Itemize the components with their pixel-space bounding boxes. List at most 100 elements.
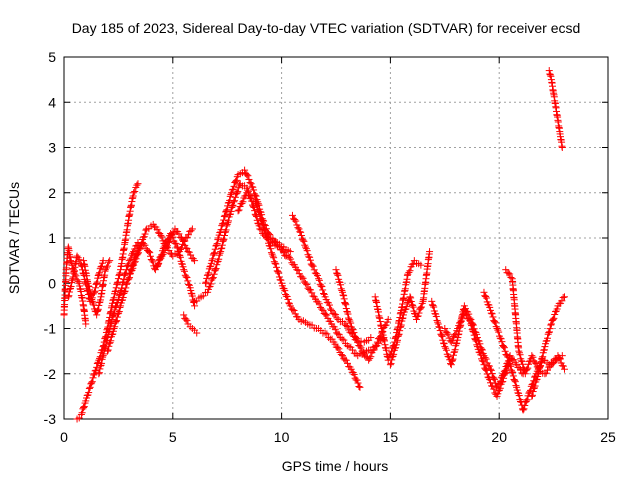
data-point: [231, 193, 239, 201]
data-point: [119, 294, 127, 302]
data-point: [272, 238, 280, 246]
data-point: [434, 318, 442, 326]
data-point: [220, 212, 228, 220]
data-point: [550, 314, 558, 322]
data-point: [448, 336, 456, 344]
data-point: [87, 290, 95, 298]
data-point: [560, 293, 568, 301]
data-point: [471, 336, 479, 344]
data-point: [511, 378, 519, 386]
data-point: [96, 296, 104, 304]
data-point: [223, 206, 231, 214]
data-point: [220, 216, 228, 224]
data-point: [545, 67, 553, 75]
data-point: [306, 256, 314, 264]
data-point: [204, 288, 212, 296]
data-point: [397, 323, 405, 331]
data-point: [80, 403, 88, 411]
data-point: [439, 339, 447, 347]
data-point: [327, 305, 335, 313]
data-point: [253, 201, 261, 209]
data-point: [486, 379, 494, 387]
data-point: [224, 219, 232, 227]
data-point: [426, 248, 434, 256]
data-point: [235, 206, 243, 214]
data-point: [342, 356, 350, 364]
data-point: [532, 360, 540, 368]
data-point: [512, 382, 520, 390]
data-point: [306, 253, 314, 261]
data-point: [515, 347, 523, 355]
data-point: [255, 222, 263, 230]
data-point: [460, 306, 468, 314]
data-point: [339, 352, 347, 360]
data-point: [515, 364, 523, 372]
x-tick-label: 10: [274, 429, 290, 445]
data-point: [524, 364, 532, 372]
data-point: [549, 316, 557, 324]
data-point: [122, 280, 130, 288]
data-point: [504, 353, 512, 361]
data-point: [349, 346, 357, 354]
data-point: [319, 289, 327, 297]
data-point: [342, 301, 350, 309]
data-point: [82, 320, 90, 328]
data-point: [294, 266, 302, 274]
data-point: [136, 244, 144, 252]
data-point: [556, 355, 564, 363]
data-point: [241, 166, 249, 174]
data-point: [114, 298, 122, 306]
data-point: [406, 267, 414, 275]
data-point: [93, 278, 101, 286]
data-point: [314, 271, 322, 279]
data-point: [483, 370, 491, 378]
data-point: [308, 261, 316, 269]
data-point: [184, 231, 192, 239]
data-point: [337, 285, 345, 293]
data-point: [485, 362, 493, 370]
data-point: [193, 329, 201, 337]
data-point: [469, 327, 477, 335]
data-point: [173, 243, 181, 251]
data-point: [153, 225, 161, 233]
data-point: [337, 351, 345, 359]
series-s13: [267, 234, 388, 360]
data-point: [112, 284, 120, 292]
data-point: [112, 317, 120, 325]
data-point: [466, 317, 474, 325]
data-point: [284, 295, 292, 303]
data-point: [449, 355, 457, 363]
data-point: [255, 208, 263, 216]
data-point: [323, 330, 331, 338]
data-point: [454, 325, 462, 332]
data-point: [115, 307, 123, 315]
data-point: [95, 369, 103, 377]
data-point: [415, 309, 423, 317]
data-point: [417, 303, 425, 311]
data-point: [188, 292, 196, 300]
data-point: [267, 234, 275, 242]
series-s05: [95, 239, 142, 378]
data-point: [106, 257, 114, 265]
data-point: [355, 383, 363, 391]
data-point: [189, 298, 197, 306]
data-point: [104, 262, 112, 270]
data-point: [436, 327, 444, 335]
data-point: [451, 331, 459, 339]
data-point: [258, 217, 266, 225]
data-point: [87, 292, 95, 300]
data-point: [155, 256, 163, 264]
data-point: [99, 257, 107, 265]
data-point: [399, 314, 407, 322]
data-point: [546, 71, 554, 79]
data-point: [85, 283, 93, 291]
data-point: [480, 288, 488, 296]
data-point: [491, 319, 499, 327]
data-point: [405, 268, 413, 276]
data-point: [277, 276, 285, 284]
data-point: [203, 274, 211, 282]
data-point: [247, 180, 255, 188]
data-point: [108, 315, 116, 323]
data-point: [342, 305, 350, 313]
data-point: [113, 317, 121, 325]
